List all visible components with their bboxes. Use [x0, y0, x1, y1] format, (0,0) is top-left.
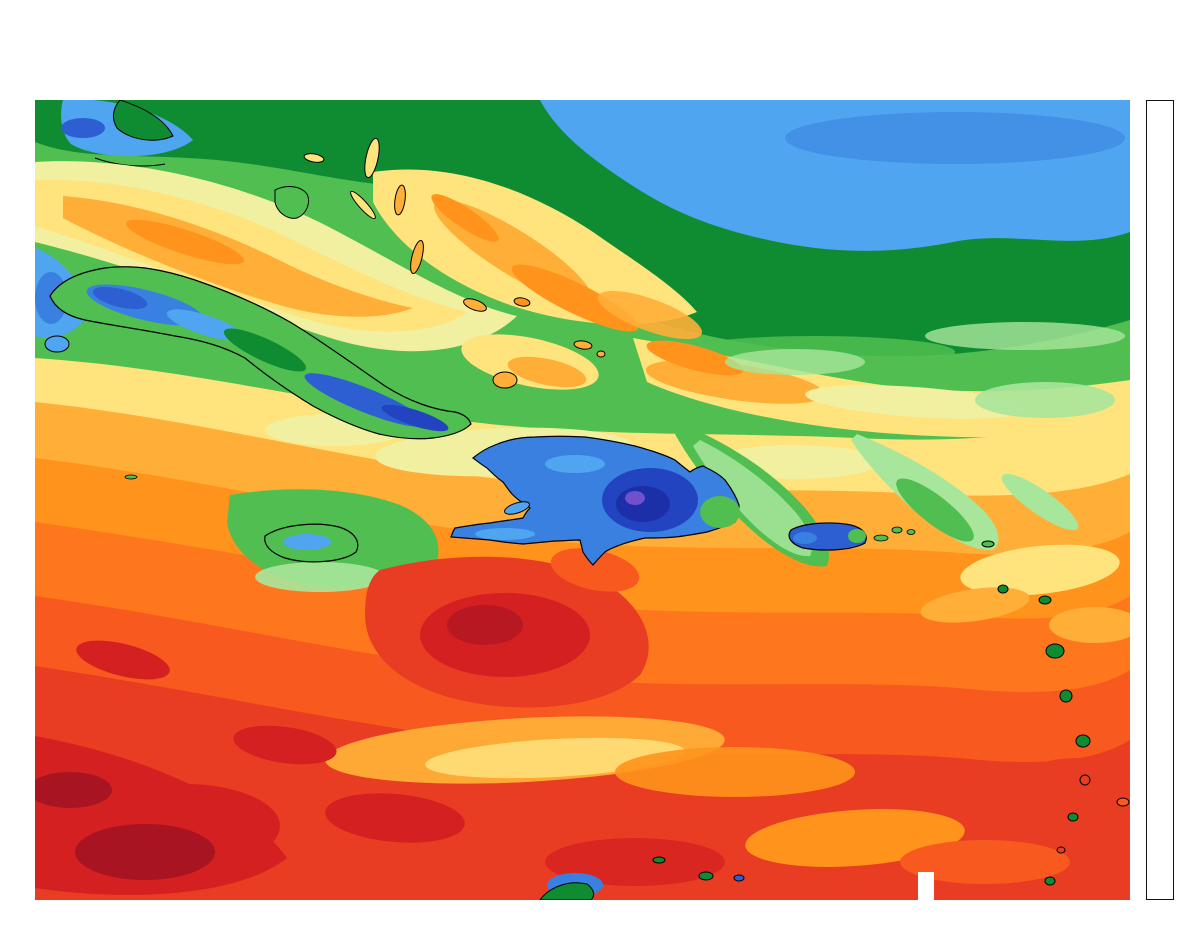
puerto-rico-island: [788, 522, 867, 551]
virgin-islands: [873, 526, 916, 542]
cuba-island: [49, 266, 472, 440]
cayman-island: [124, 474, 138, 480]
map-canvas: [35, 100, 1130, 900]
dewpoint-contour-map: [35, 100, 1130, 900]
jamaica-island: [264, 523, 359, 563]
hispaniola-island: [450, 435, 740, 566]
isla-juventud: [44, 335, 70, 353]
colorbar: [1146, 100, 1174, 900]
abc-islands: [652, 856, 745, 882]
florida-keys-coastline: [94, 157, 166, 167]
lesser-antilles-islands: [981, 540, 1130, 886]
gonave-island: [504, 501, 530, 515]
attribution: [918, 872, 934, 900]
bahamas-islands: [274, 137, 606, 389]
